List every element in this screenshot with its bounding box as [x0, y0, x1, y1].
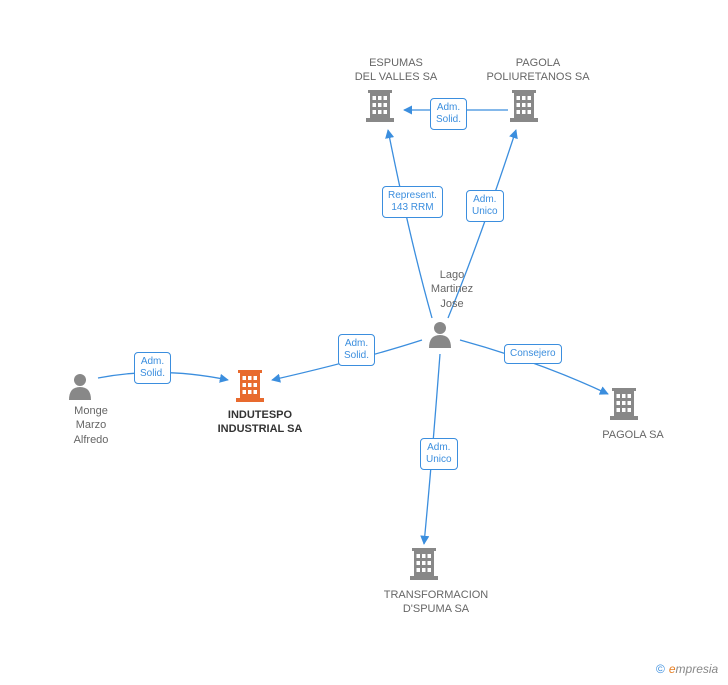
node-label: Lago Martinez Jose	[412, 268, 492, 311]
building-icon	[236, 370, 264, 402]
building-icon	[366, 90, 394, 122]
building-icon	[610, 388, 638, 420]
copyright-symbol: ©	[656, 662, 665, 676]
node-label: INDUTESPO INDUSTRIAL SA	[200, 408, 320, 437]
edge-label: Represent. 143 RRM	[382, 186, 443, 218]
node-label: PAGOLA POLIURETANOS SA	[478, 56, 598, 85]
person-icon	[69, 374, 91, 400]
node-label: TRANSFORMACION D'SPUMA SA	[366, 588, 506, 617]
edge-label: Adm. Unico	[466, 190, 504, 222]
person-icon	[429, 322, 451, 348]
watermark: © empresia	[656, 662, 718, 676]
edge-label: Consejero	[504, 344, 562, 364]
node-label: Monge Marzo Alfredo	[56, 404, 126, 447]
edge-label: Adm. Solid.	[134, 352, 171, 384]
building-icon	[510, 90, 538, 122]
edge-label: Adm. Solid.	[430, 98, 467, 130]
node-label: PAGOLA SA	[588, 428, 678, 442]
node-label: ESPUMAS DEL VALLES SA	[346, 56, 446, 85]
edge-label: Adm. Unico	[420, 438, 458, 470]
watermark-text: mpresia	[676, 662, 719, 676]
edge-label: Adm. Solid.	[338, 334, 375, 366]
building-icon	[410, 548, 438, 580]
watermark-e: e	[669, 662, 676, 676]
